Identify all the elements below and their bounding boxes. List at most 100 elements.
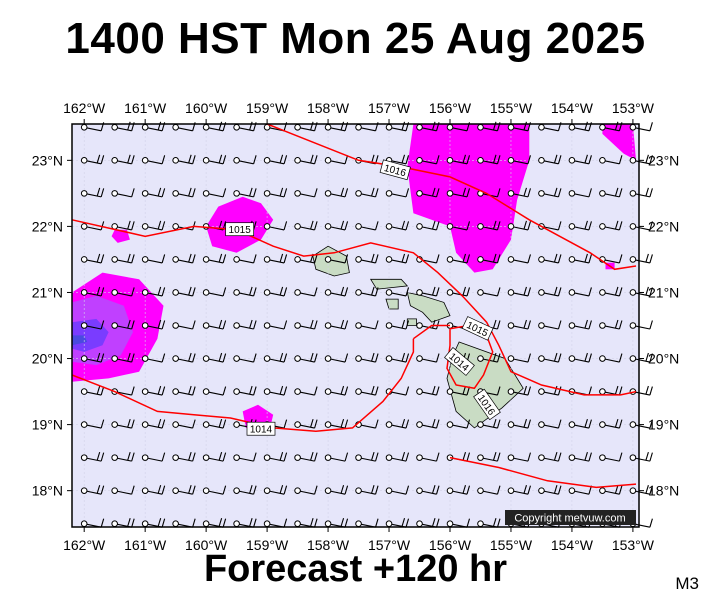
wind-barb xyxy=(172,286,196,297)
wind-barb xyxy=(202,418,227,429)
wind-barb xyxy=(355,385,379,396)
precip-area-light xyxy=(602,124,636,161)
lat-label-right: 22°N xyxy=(648,218,679,234)
lon-label-top: 159°W xyxy=(246,100,289,116)
wind-barb xyxy=(324,353,349,363)
wind-barb xyxy=(294,485,318,495)
wind-barb xyxy=(355,221,379,231)
wind-barb xyxy=(233,353,257,363)
wind-barb xyxy=(568,287,592,297)
wind-barb xyxy=(324,418,349,429)
wind-barb xyxy=(294,154,318,165)
wind-barb xyxy=(80,286,105,297)
lon-label-bottom: 156°W xyxy=(429,537,472,553)
lon-label-bottom: 161°W xyxy=(124,537,167,553)
lat-label-left: 18°N xyxy=(32,483,63,499)
wind-barb xyxy=(111,485,135,495)
wind-barb xyxy=(202,253,227,264)
precip-area-light xyxy=(111,229,130,243)
wind-barb xyxy=(80,253,105,264)
wind-barb xyxy=(202,451,227,462)
wind-barb xyxy=(111,188,135,198)
wind-barb xyxy=(233,385,257,396)
map-title: 1400 HST Mon 25 Aug 2025 xyxy=(65,14,646,63)
wind-barb xyxy=(599,485,623,495)
wind-barb xyxy=(324,485,349,495)
wind-barb xyxy=(477,418,501,429)
wind-barb xyxy=(355,352,379,363)
wind-barb xyxy=(263,187,288,198)
wind-barb xyxy=(416,155,440,165)
wind-barb xyxy=(446,221,471,231)
wind-barb xyxy=(172,419,196,429)
lon-label-bottom: 153°W xyxy=(612,537,655,553)
wind-barb xyxy=(324,286,349,297)
wind-barb xyxy=(324,187,349,198)
wind-barb xyxy=(416,385,440,396)
map-frame xyxy=(71,123,640,528)
wind-barb xyxy=(507,155,531,165)
wind-barb xyxy=(629,385,653,396)
wind-barb xyxy=(233,319,257,330)
wind-barb xyxy=(80,419,105,429)
wind-barb xyxy=(294,253,318,264)
wind-barb xyxy=(446,187,471,198)
wind-barb xyxy=(111,220,135,231)
wind-barb xyxy=(416,121,440,132)
wind-barb xyxy=(233,187,257,198)
lon-label-top: 155°W xyxy=(490,100,533,116)
wind-barb xyxy=(385,220,410,231)
wind-barb xyxy=(324,385,349,396)
wind-barb xyxy=(141,385,166,396)
wind-barb xyxy=(202,386,227,396)
wind-barb xyxy=(507,286,531,297)
wind-barb xyxy=(477,253,501,264)
wind-barb xyxy=(263,485,288,495)
wind-barb xyxy=(80,154,105,165)
wind-barb xyxy=(385,418,410,429)
wind-barb xyxy=(477,121,501,132)
wind-barb xyxy=(538,320,562,330)
wind-barb xyxy=(111,418,135,429)
wind-barb xyxy=(263,320,288,330)
wind-barb xyxy=(111,518,135,528)
wind-barb xyxy=(507,187,531,198)
wind-barb xyxy=(141,418,166,429)
lat-label-right: 19°N xyxy=(648,417,679,433)
wind-barb xyxy=(355,320,379,330)
wind-barb xyxy=(416,353,440,363)
wind-barb xyxy=(141,353,166,363)
model-tag: M3 xyxy=(675,574,699,593)
lat-label-right: 20°N xyxy=(648,351,679,367)
wind-barb xyxy=(233,121,257,132)
wind-barb xyxy=(80,352,105,363)
wind-barb xyxy=(141,485,166,495)
wind-barb xyxy=(477,154,501,165)
wind-barb xyxy=(538,154,562,165)
isobar-1014 xyxy=(412,324,450,340)
lat-label-right: 23°N xyxy=(648,152,679,168)
wind-barb xyxy=(141,187,166,198)
lon-label-bottom: 159°W xyxy=(246,537,289,553)
wind-barb xyxy=(477,220,501,231)
wind-barb xyxy=(416,485,440,495)
wind-barb xyxy=(294,451,318,462)
wind-barb xyxy=(599,418,623,429)
wind-barb xyxy=(233,452,257,462)
lat-label-left: 21°N xyxy=(32,284,63,300)
lon-label-bottom: 154°W xyxy=(551,537,594,553)
wind-barb xyxy=(233,286,257,297)
wind-barb xyxy=(263,221,288,231)
wind-barb xyxy=(263,352,288,363)
wind-barb xyxy=(629,122,653,132)
wind-barb xyxy=(294,319,318,330)
forecast-subtitle: Forecast +120 hr xyxy=(203,548,508,590)
wind-barb xyxy=(355,286,379,297)
wind-barb xyxy=(111,352,135,363)
lon-label-top: 158°W xyxy=(307,100,350,116)
wind-barb xyxy=(507,121,531,132)
wind-barb xyxy=(416,254,440,264)
wind-barb xyxy=(446,419,471,429)
